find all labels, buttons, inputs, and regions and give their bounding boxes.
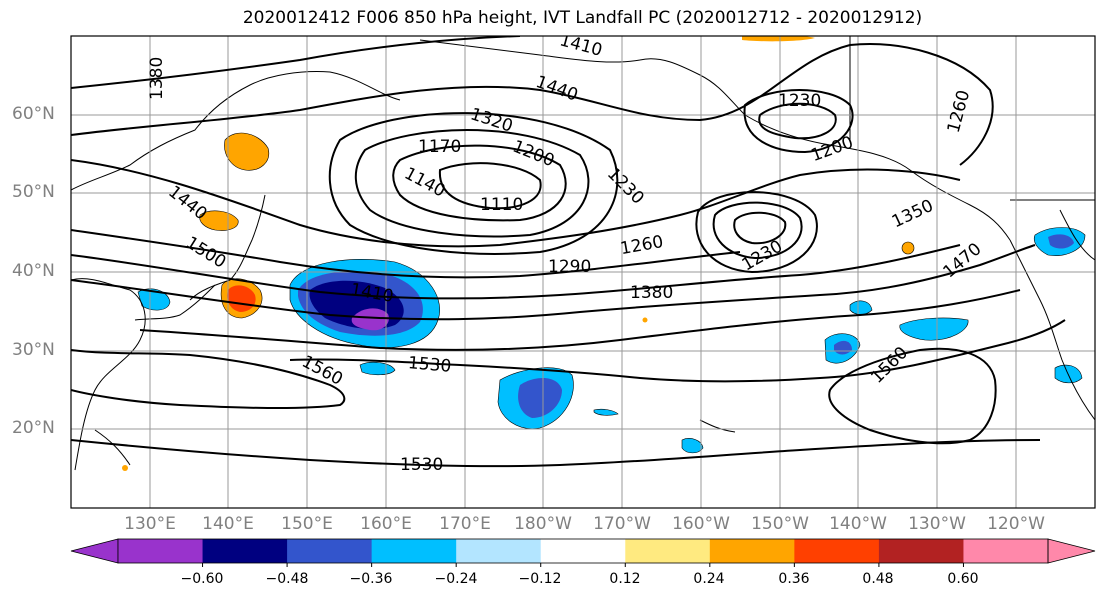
lon-label: 160°E bbox=[360, 514, 412, 534]
contour-label: 1440 bbox=[533, 72, 580, 106]
colorbar-tick-label: −0.36 bbox=[349, 571, 393, 587]
contour-label: 1530 bbox=[407, 353, 452, 377]
lat-label: 20°N bbox=[12, 418, 55, 438]
lon-label: 140°E bbox=[202, 514, 254, 534]
contour-label: 1110 bbox=[480, 195, 523, 215]
lat-label: 60°N bbox=[12, 104, 55, 124]
lat-label: 50°N bbox=[12, 182, 55, 202]
contour-label: 1230 bbox=[778, 91, 821, 111]
colorbar-tick-label: 0.48 bbox=[862, 571, 894, 587]
colorbar-tick-label: −0.12 bbox=[518, 571, 562, 587]
colorbar-tick-label: 0.24 bbox=[693, 571, 725, 587]
colorbar-tick-label: −0.48 bbox=[265, 571, 309, 587]
ivt-shading bbox=[122, 36, 1086, 471]
contour-label: 1470 bbox=[939, 239, 985, 282]
colorbar-tick-label: 0.60 bbox=[947, 571, 979, 587]
lon-label: 170°E bbox=[439, 514, 491, 534]
contour-label: 1560 bbox=[867, 343, 912, 388]
contour-label: 1170 bbox=[418, 137, 461, 157]
lat-label: 40°N bbox=[12, 261, 55, 281]
colorbar-tick-label: 0.12 bbox=[609, 571, 641, 587]
graticule bbox=[71, 36, 1095, 508]
lon-label: 140°W bbox=[829, 514, 887, 534]
contour-label: 1560 bbox=[298, 352, 346, 390]
map-title: 2020012412 F006 850 hPa height, IVT Land… bbox=[242, 8, 923, 28]
contour-label: 1500 bbox=[182, 233, 229, 273]
contour-label: 1350 bbox=[889, 196, 937, 232]
plot-frame bbox=[70, 35, 1096, 509]
lon-label: 150°W bbox=[751, 514, 809, 534]
contour-label: 1260 bbox=[619, 232, 665, 259]
colorbar-tick-label: −0.24 bbox=[434, 571, 478, 587]
lon-label: 150°E bbox=[281, 514, 333, 534]
lon-label: 130°W bbox=[908, 514, 966, 534]
lon-label: 130°E bbox=[124, 514, 176, 534]
contour-label: 1380 bbox=[630, 283, 673, 303]
lon-label: 180°W bbox=[514, 514, 572, 534]
lon-label: 170°W bbox=[593, 514, 651, 534]
lon-label: 120°W bbox=[987, 514, 1045, 534]
lat-label: 30°N bbox=[12, 340, 55, 360]
colorbar-tick-label: −0.60 bbox=[180, 571, 224, 587]
contour-label: 1380 bbox=[147, 57, 167, 100]
contour-label: 1260 bbox=[944, 88, 975, 135]
colorbar-tick-label: 0.36 bbox=[778, 571, 810, 587]
contour-label: 1410 bbox=[557, 30, 604, 61]
contour-label: 1290 bbox=[548, 257, 591, 277]
contour-label: 1530 bbox=[400, 455, 443, 475]
height-contours bbox=[71, 36, 1066, 468]
contour-label: 1230 bbox=[603, 164, 648, 209]
lon-label: 160°W bbox=[672, 514, 730, 534]
